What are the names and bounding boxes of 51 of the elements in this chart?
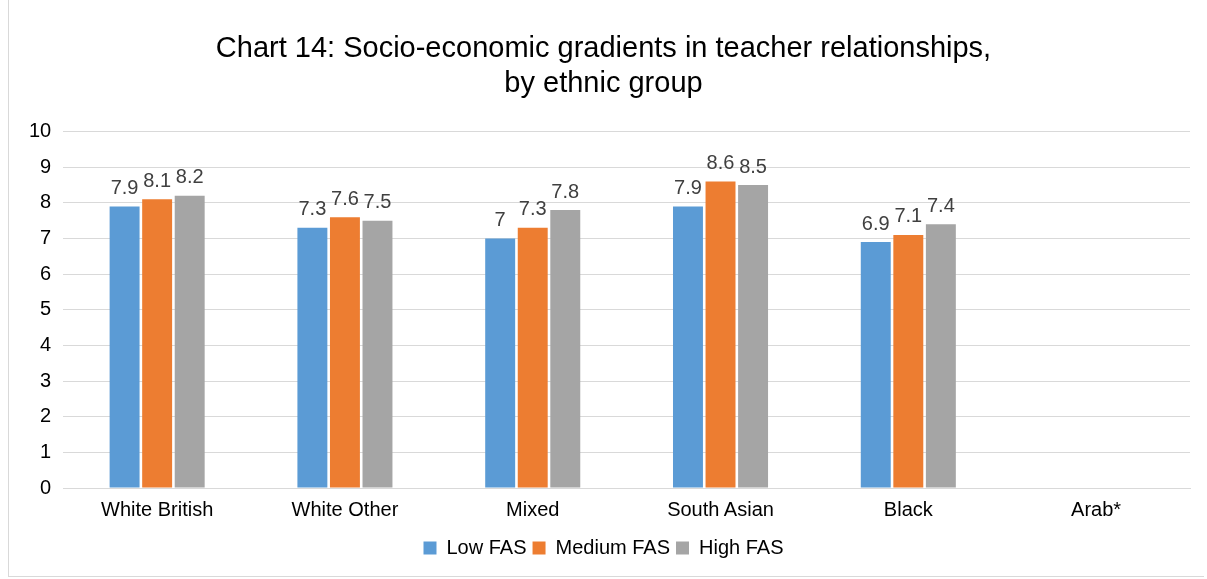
chart-title: Chart 14: Socio-economic gradients in teacher relationships, by ethnic group [215,31,992,99]
data-label: 7.9 [110,175,139,198]
x-tick-label: Arab* [1071,497,1122,520]
bar [109,206,140,488]
data-label: 6.9 [861,211,890,234]
data-label: 7.1 [894,204,923,227]
y-tick-label: 10 [29,119,52,142]
bar [550,210,581,488]
data-label: 8.1 [143,168,172,191]
x-tick-label: White Other [291,497,399,520]
bar [673,206,703,488]
legend-label: High FAS [699,535,784,558]
bar [297,227,328,488]
y-tick-label: 9 [40,154,52,177]
data-label: 7.3 [298,197,327,220]
y-tick-label: 2 [40,404,52,427]
bar [925,224,956,488]
x-tick-label: Mixed [506,497,560,520]
bar [142,199,173,488]
legend-label: Medium FAS [555,535,671,558]
y-tick-label: 1 [40,439,52,462]
y-tick-label: 6 [40,261,52,284]
legend-label: Low FAS [446,535,527,558]
y-tick-label: 0 [40,475,52,498]
bar [738,185,769,488]
bar [893,234,924,488]
y-tick-label: 7 [40,226,52,249]
bar [860,242,891,488]
y-tick-label: 3 [40,368,52,391]
data-label: 7 [494,208,506,231]
y-tick-label: 5 [40,297,52,320]
data-label: 7.4 [926,193,955,216]
y-tick-label: 4 [40,332,52,355]
data-label: 7.3 [518,197,547,220]
data-label: 8.2 [175,165,204,188]
data-label: 7.6 [331,186,359,209]
data-label: 7.9 [674,175,702,198]
x-tick-label: South Asian [667,497,774,520]
data-label: 7.8 [551,179,580,202]
bar [329,217,360,488]
bar [705,181,736,488]
x-tick-label: White British [101,497,214,520]
bar [174,195,205,488]
bar [517,227,548,488]
x-tick-label: Black [883,497,934,520]
data-label: 8.6 [706,151,735,174]
bar [362,220,393,488]
data-label: 8.5 [739,154,767,177]
data-label: 7.5 [363,190,392,213]
bar [485,238,516,488]
y-tick-label: 8 [40,190,52,213]
